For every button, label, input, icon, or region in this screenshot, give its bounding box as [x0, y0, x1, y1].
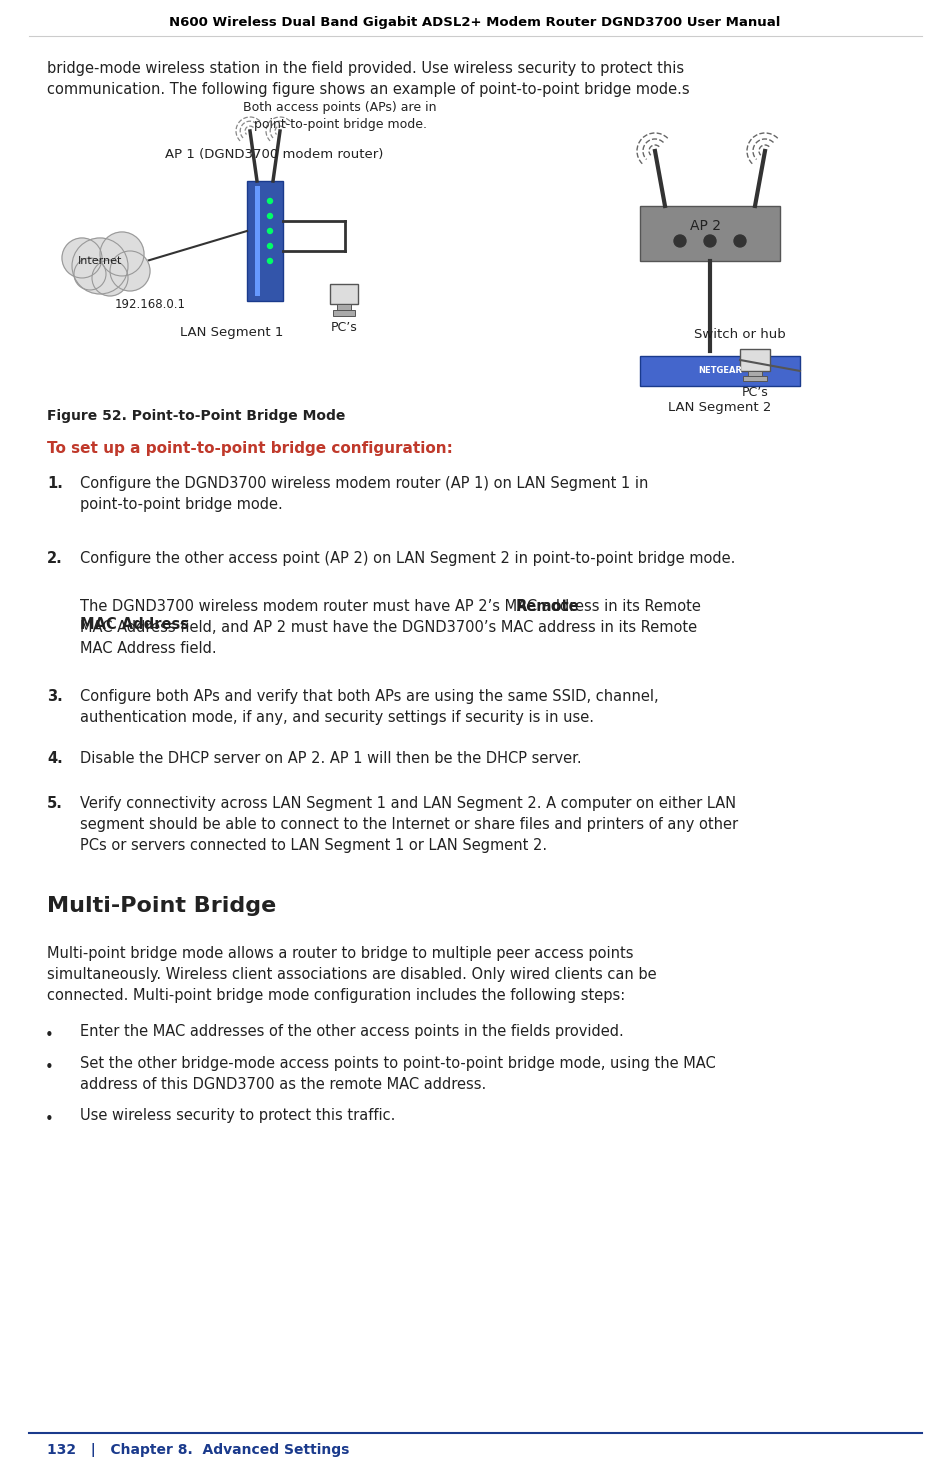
Circle shape	[74, 259, 106, 289]
Bar	[337, 304, 351, 310]
Circle shape	[92, 260, 128, 297]
Bar	[330, 283, 358, 304]
Bar	[740, 349, 770, 371]
Text: •: •	[45, 1059, 54, 1075]
Text: Remote: Remote	[516, 599, 580, 614]
Text: Enter the MAC addresses of the other access points in the fields provided.: Enter the MAC addresses of the other acc…	[80, 1024, 624, 1039]
Text: bridge-mode wireless station in the field provided. Use wireless security to pro: bridge-mode wireless station in the fiel…	[47, 61, 690, 96]
Text: LAN Segment 2: LAN Segment 2	[668, 400, 771, 413]
Circle shape	[674, 235, 686, 247]
Text: LAN Segment 1: LAN Segment 1	[180, 326, 283, 339]
Bar	[247, 181, 283, 301]
Text: 4.: 4.	[47, 751, 63, 766]
Bar	[743, 375, 767, 381]
Text: Both access points (APs) are in
point-to-point bridge mode.: Both access points (APs) are in point-to…	[243, 101, 437, 131]
Text: PC’s: PC’s	[331, 321, 357, 335]
Text: N600 Wireless Dual Band Gigabit ADSL2+ Modem Router DGND3700 User Manual: N600 Wireless Dual Band Gigabit ADSL2+ M…	[169, 16, 781, 29]
Text: 5.: 5.	[47, 796, 63, 811]
Bar	[255, 186, 260, 297]
Bar	[640, 206, 780, 262]
Circle shape	[268, 228, 273, 234]
Text: Figure 52. Point-to-Point Bridge Mode: Figure 52. Point-to-Point Bridge Mode	[47, 409, 346, 424]
Text: 132   |   Chapter 8.  Advanced Settings: 132 | Chapter 8. Advanced Settings	[47, 1443, 350, 1457]
Bar	[748, 371, 762, 375]
Text: Verify connectivity across LAN Segment 1 and LAN Segment 2. A computer on either: Verify connectivity across LAN Segment 1…	[80, 796, 738, 853]
Text: •: •	[45, 1112, 54, 1126]
Bar	[640, 356, 800, 386]
Text: PC’s: PC’s	[742, 386, 769, 399]
Text: Configure the DGND3700 wireless modem router (AP 1) on LAN Segment 1 in
point-to: Configure the DGND3700 wireless modem ro…	[80, 476, 648, 511]
Circle shape	[704, 235, 716, 247]
Text: Disable the DHCP server on AP 2. AP 1 will then be the DHCP server.: Disable the DHCP server on AP 2. AP 1 wi…	[80, 751, 581, 766]
Text: Set the other bridge-mode access points to point-to-point bridge mode, using the: Set the other bridge-mode access points …	[80, 1056, 715, 1091]
Text: 192.168.0.1: 192.168.0.1	[115, 298, 186, 311]
Text: Multi-point bridge mode allows a router to bridge to multiple peer access points: Multi-point bridge mode allows a router …	[47, 945, 656, 1002]
Text: Configure the other access point (AP 2) on LAN Segment 2 in point-to-point bridg: Configure the other access point (AP 2) …	[80, 551, 735, 565]
Text: To set up a point-to-point bridge configuration:: To set up a point-to-point bridge config…	[47, 441, 453, 456]
Circle shape	[268, 213, 273, 219]
Text: 3.: 3.	[47, 690, 63, 704]
Text: Use wireless security to protect this traffic.: Use wireless security to protect this tr…	[80, 1107, 395, 1124]
Text: MAC Address: MAC Address	[80, 617, 189, 633]
Text: Configure both APs and verify that both APs are using the same SSID, channel,
au: Configure both APs and verify that both …	[80, 690, 658, 725]
Text: Internet: Internet	[78, 256, 123, 266]
Circle shape	[110, 251, 150, 291]
Circle shape	[100, 232, 144, 276]
Text: Switch or hub: Switch or hub	[694, 327, 786, 340]
Text: •: •	[45, 1029, 54, 1043]
Text: 1.: 1.	[47, 476, 63, 491]
Circle shape	[734, 235, 746, 247]
Circle shape	[62, 238, 102, 278]
Circle shape	[268, 244, 273, 248]
Bar	[333, 310, 355, 316]
Text: AP 2: AP 2	[690, 219, 720, 232]
Circle shape	[268, 259, 273, 263]
Text: Multi-Point Bridge: Multi-Point Bridge	[47, 896, 276, 916]
Circle shape	[268, 199, 273, 203]
Text: The DGND3700 wireless modem router must have AP 2’s MAC address in its Remote
MA: The DGND3700 wireless modem router must …	[80, 599, 701, 656]
Text: AP 1 (DGND3700 modem router): AP 1 (DGND3700 modem router)	[165, 148, 384, 161]
Text: NETGEAR: NETGEAR	[698, 367, 742, 375]
Text: 2.: 2.	[47, 551, 63, 565]
Circle shape	[72, 238, 128, 294]
